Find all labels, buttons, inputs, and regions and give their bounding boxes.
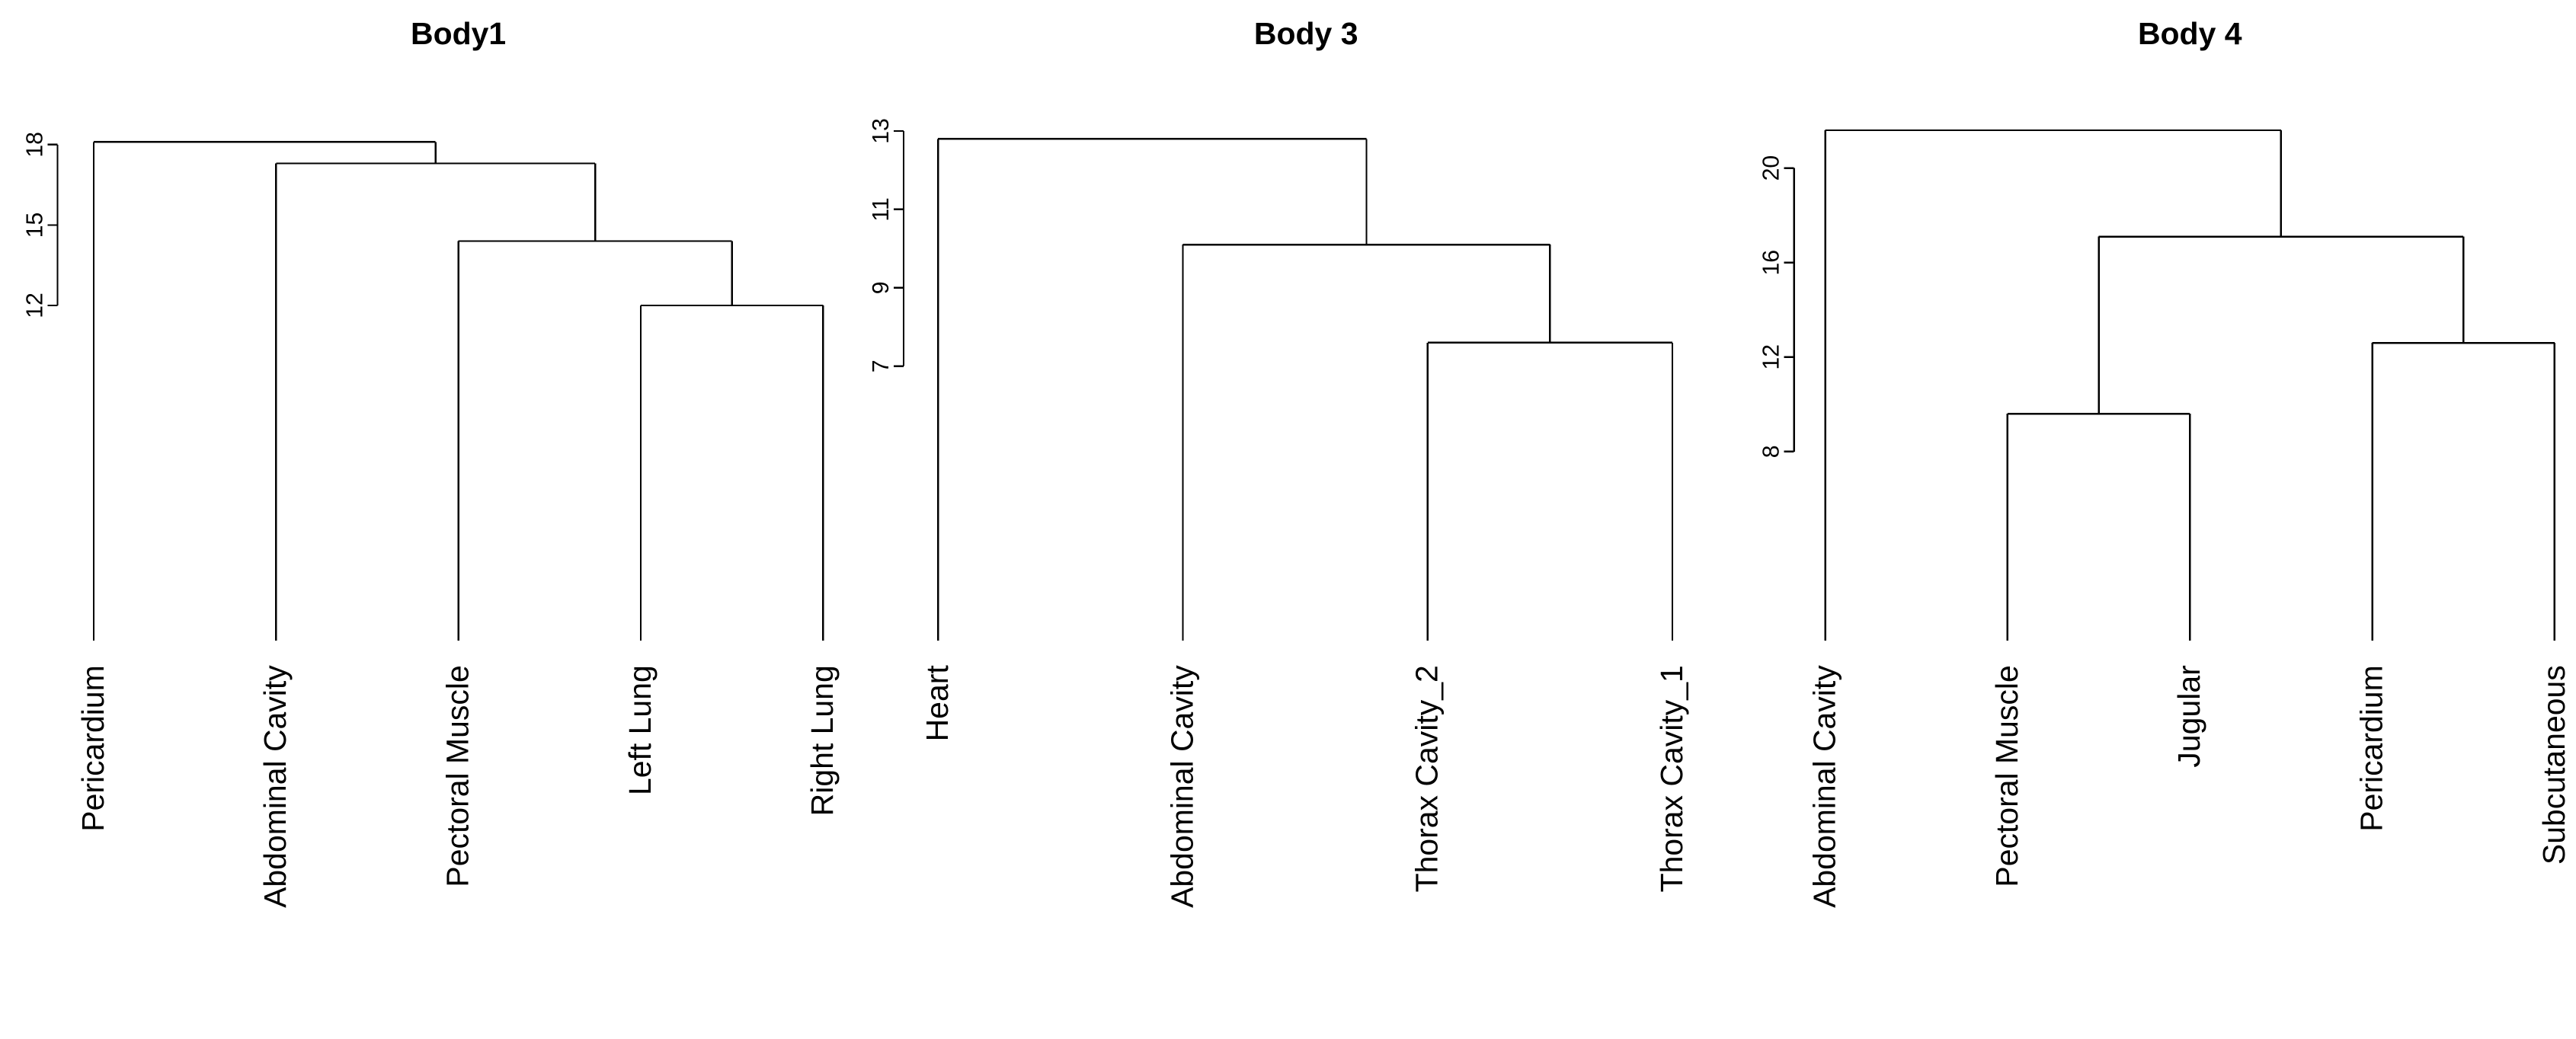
y-tick-label: 13 — [869, 118, 894, 144]
leaf-label: Pericardium — [75, 665, 110, 831]
y-tick-label: 15 — [22, 213, 47, 238]
leaf-label: Abdominal Cavity — [258, 665, 293, 908]
leaf-label: Thorax Cavity_1 — [1654, 665, 1689, 892]
leaf-label: Right Lung — [805, 665, 840, 816]
y-tick-label: 12 — [1759, 344, 1784, 370]
leaf-label: Pericardium — [2354, 665, 2389, 831]
y-tick-label: 9 — [869, 281, 894, 294]
leaf-label: Abdominal Cavity — [1807, 665, 1842, 908]
leaf-label: Thorax Cavity_2 — [1410, 665, 1445, 892]
leaf-label: Pectoral Muscle — [440, 665, 475, 887]
chart-title: Body1 — [411, 16, 506, 51]
leaf-label: Abdominal Cavity — [1164, 665, 1199, 908]
y-tick-label: 12 — [22, 293, 47, 318]
y-tick-label: 8 — [1759, 445, 1784, 458]
leaf-label: Subcutaneous — [2536, 665, 2571, 865]
leaf-label: Left Lung — [622, 665, 658, 795]
y-tick-label: 11 — [869, 197, 894, 221]
leaf-label: Pectoral Muscle — [1989, 665, 2024, 887]
leaf-label: Heart — [920, 665, 955, 742]
y-tick-label: 20 — [1759, 155, 1784, 181]
chart-title: Body 3 — [1254, 16, 1358, 51]
y-tick-label: 16 — [1759, 250, 1784, 276]
y-tick-label: 7 — [869, 360, 894, 372]
chart-title: Body 4 — [2138, 16, 2242, 51]
leaf-label: Jugular — [2171, 665, 2206, 767]
y-tick-label: 18 — [22, 132, 47, 158]
